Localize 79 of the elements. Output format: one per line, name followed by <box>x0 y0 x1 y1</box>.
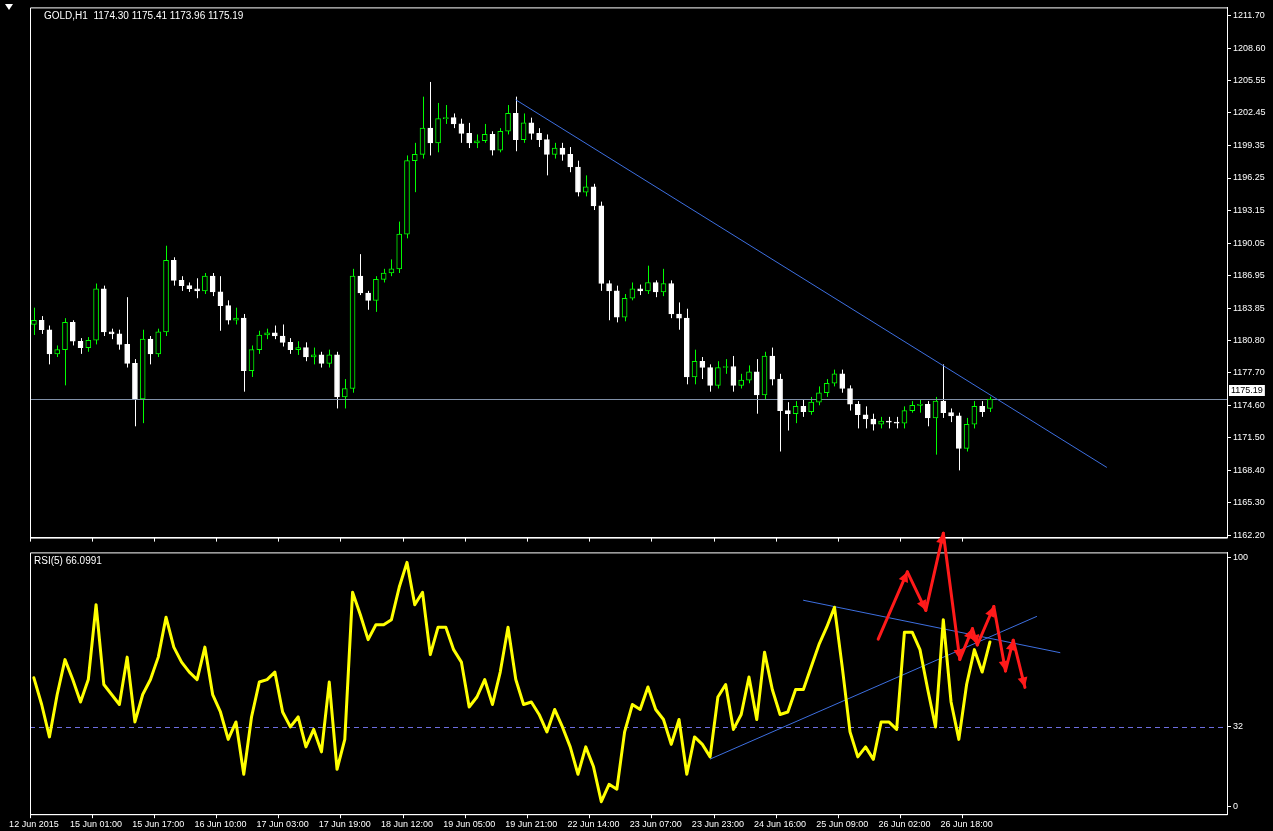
candlestick <box>940 363 947 419</box>
candlestick <box>676 301 682 331</box>
x-tick-label: 23 Jun 23:00 <box>691 819 744 830</box>
x-tick-label: 16 Jun 10:00 <box>194 819 247 830</box>
candlestick <box>341 378 348 409</box>
y-tick-label: 1196.25 <box>1233 172 1265 183</box>
candlestick <box>839 369 846 394</box>
y-tick-label: 1174.60 <box>1233 399 1265 410</box>
y-tick-label: 1190.05 <box>1233 237 1265 248</box>
candlestick <box>202 272 208 295</box>
candlestick <box>536 127 542 148</box>
y-tick-label: 0 <box>1233 801 1239 812</box>
y-tick-label: 1208.60 <box>1233 42 1266 53</box>
candlestick <box>753 358 760 415</box>
candlestick <box>481 123 488 144</box>
candlestick <box>816 385 822 406</box>
x-tick-label: 26 Jun 02:00 <box>878 819 931 830</box>
candlestick <box>567 146 574 173</box>
candlestick <box>31 307 37 336</box>
x-tick-label: 24 Jun 16:00 <box>754 819 807 830</box>
candlestick <box>427 81 434 156</box>
x-tick-label: 23 Jun 07:00 <box>629 819 682 830</box>
candlestick <box>194 277 200 299</box>
x-tick-label: 25 Jun 09:00 <box>816 819 869 830</box>
y-tick-label: 1177.70 <box>1233 367 1265 378</box>
candlestick <box>256 330 263 355</box>
candlestick <box>435 102 441 153</box>
candlestick <box>373 275 379 313</box>
y-tick-label: 1183.85 <box>1233 302 1265 313</box>
y-tick-label: 1168.40 <box>1233 464 1265 475</box>
y-tick-label: 1199.35 <box>1233 139 1265 150</box>
candlestick <box>69 319 76 346</box>
x-tick-label: 19 Jun 05:00 <box>443 819 496 830</box>
x-tick-label: 17 Jun 19:00 <box>318 819 371 830</box>
x-tick-label: 19 Jun 21:00 <box>505 819 558 830</box>
x-tick-label: 22 Jun 14:00 <box>567 819 620 830</box>
y-tick-label: 1205.55 <box>1233 74 1266 85</box>
y-tick-label: 1165.30 <box>1233 497 1265 508</box>
candlestick <box>785 401 791 432</box>
y-tick-label: 100 <box>1233 551 1249 562</box>
candlestick <box>497 127 504 153</box>
chart-title: RSI(5) 66.0991 <box>34 555 103 567</box>
y-tick-label: 1193.15 <box>1233 205 1265 216</box>
y-tick-label: 1162.20 <box>1233 529 1265 540</box>
x-tick-label: 17 Jun 03:00 <box>256 819 309 830</box>
y-tick-label: 1180.80 <box>1233 334 1265 345</box>
candlestick <box>924 400 931 427</box>
candlestick <box>225 299 232 325</box>
candlestick <box>606 279 612 321</box>
candlestick <box>124 296 130 369</box>
candlestick <box>544 133 550 176</box>
candlestick <box>155 328 162 358</box>
x-tick-label: 26 Jun 18:00 <box>940 819 993 830</box>
y-tick-label: 32 <box>1233 721 1244 732</box>
candlestick <box>854 400 861 429</box>
candlestick <box>505 104 511 135</box>
y-tick-label: 1202.45 <box>1233 107 1266 118</box>
ref-line-label: 1175.19 <box>1231 385 1263 396</box>
x-tick-label: 18 Jun 12:00 <box>380 819 433 830</box>
candlestick <box>645 265 651 295</box>
y-tick-label: 1186.95 <box>1233 270 1265 281</box>
candlestick <box>170 256 177 287</box>
candlestick <box>365 290 371 311</box>
candlestick <box>582 174 589 197</box>
y-tick-label: 1171.50 <box>1233 432 1265 443</box>
candlestick <box>303 341 309 362</box>
y-tick-label: 1211.70 <box>1233 10 1265 21</box>
chart-title: GOLD,H1 1174.30 1175.41 1173.96 1175.19 <box>44 10 244 22</box>
candlestick <box>715 360 721 390</box>
candlestick <box>411 142 418 193</box>
candlestick <box>769 347 776 386</box>
candlestick <box>707 363 713 393</box>
candlestick <box>847 384 853 412</box>
x-tick-label: 15 Jun 01:00 <box>70 819 123 830</box>
x-tick-label: 12 Jun 2015 <box>9 819 59 830</box>
candlestick <box>862 405 869 429</box>
x-tick-label: 15 Jun 17:00 <box>132 819 185 830</box>
candlestick <box>575 160 581 197</box>
candlestick <box>466 122 472 149</box>
